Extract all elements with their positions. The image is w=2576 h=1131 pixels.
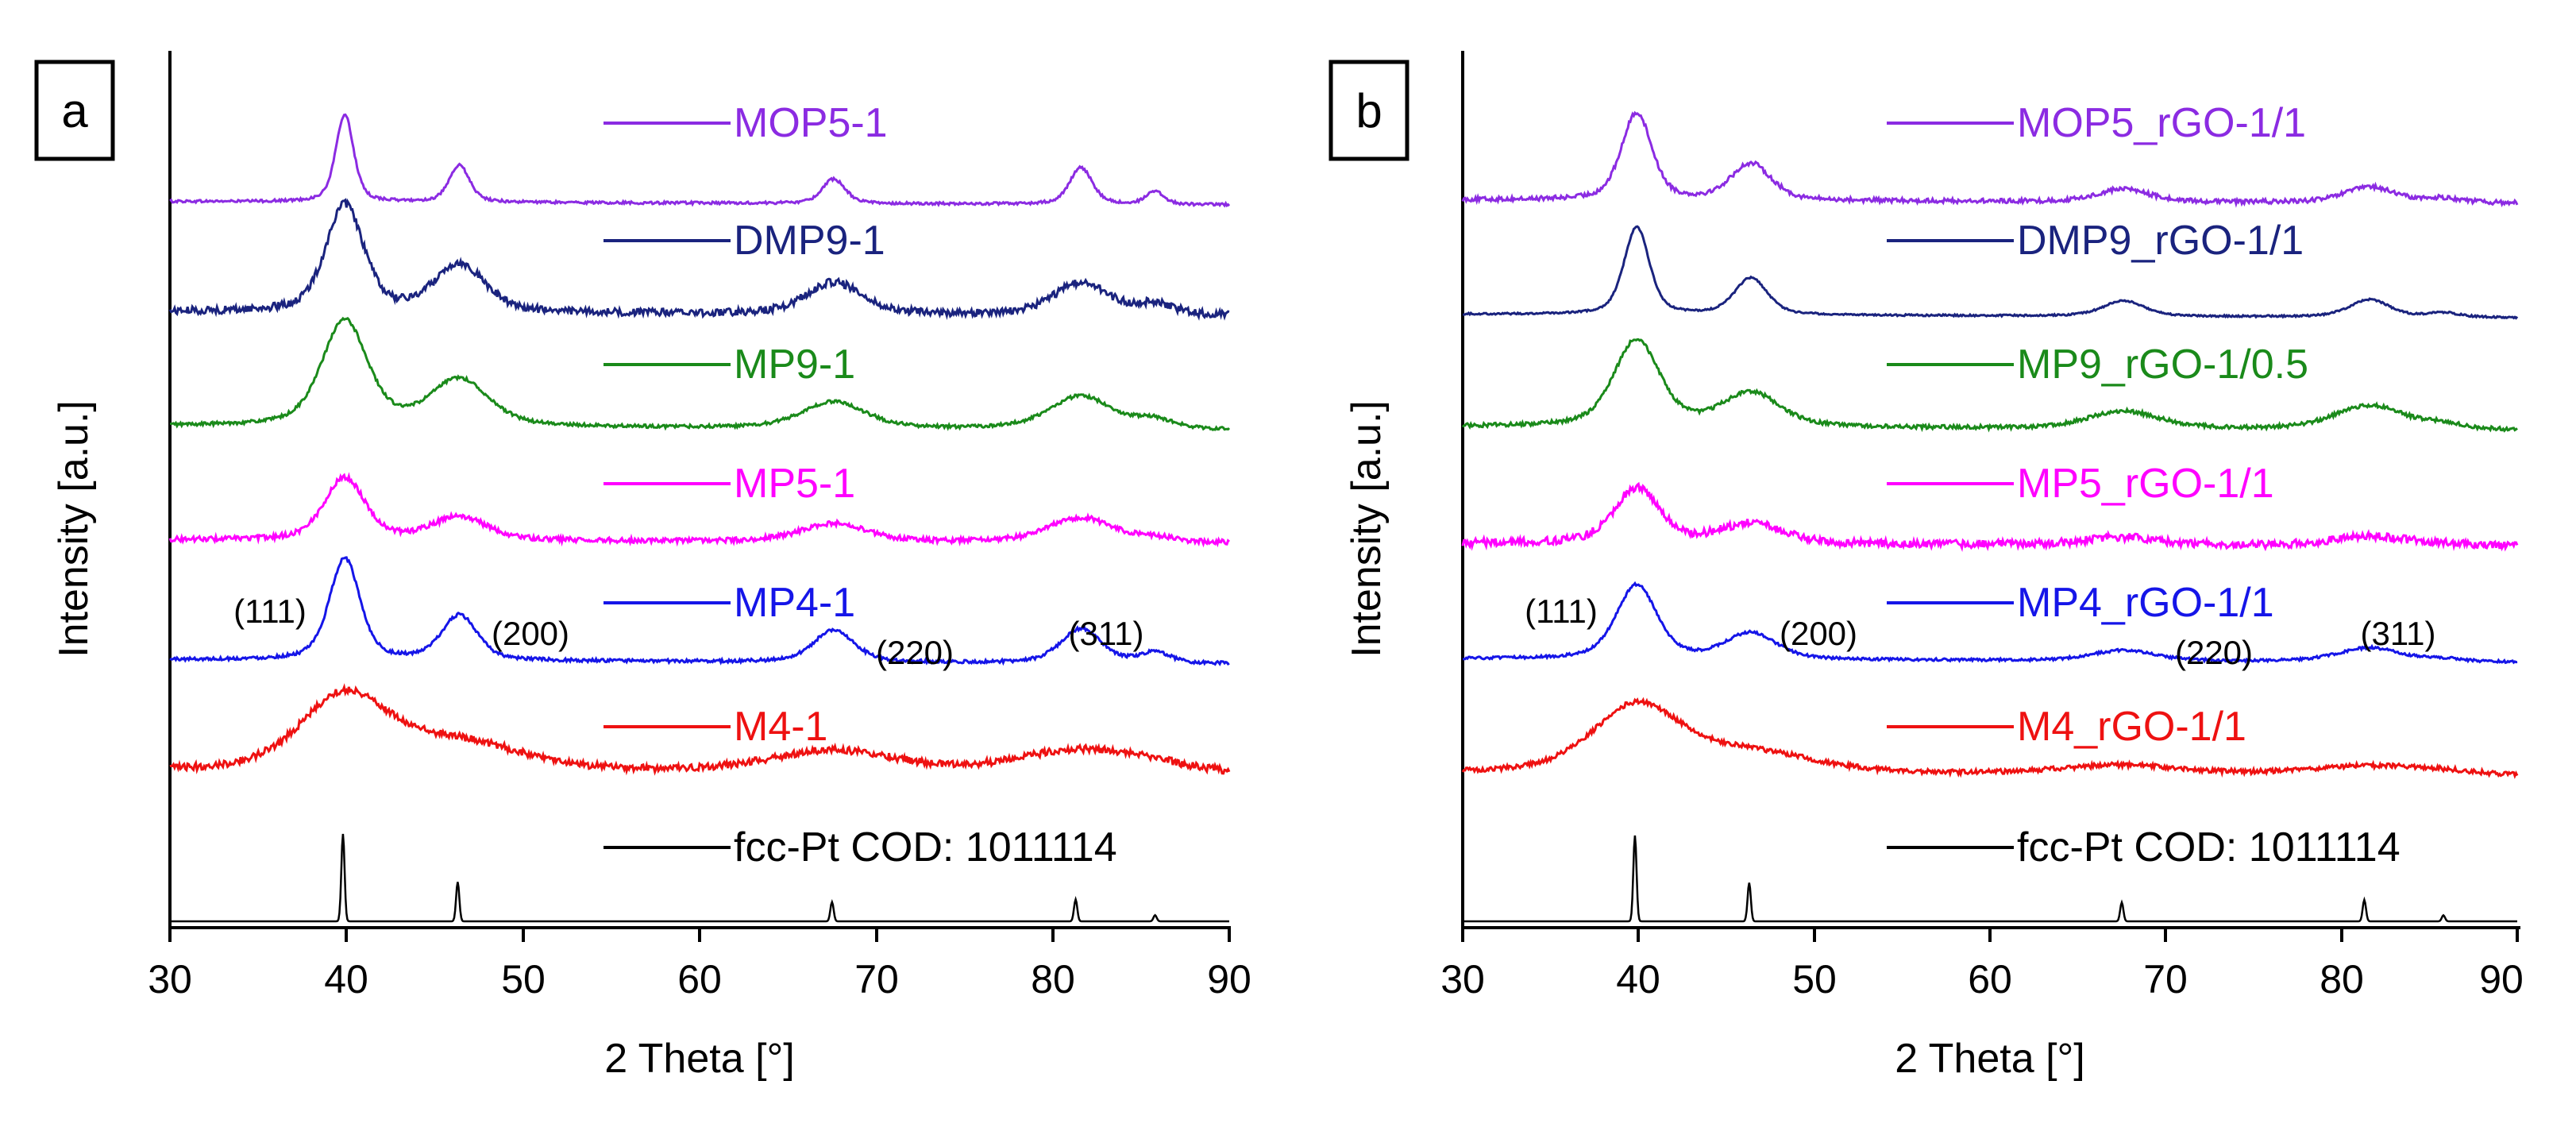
panel-a-letter-box <box>34 60 115 161</box>
series-line-mp4-rgo <box>1462 581 2518 665</box>
legend-label: MP4-1 <box>734 580 855 626</box>
peak-label: (220) <box>2175 634 2253 671</box>
peak-label: (111) <box>233 593 307 630</box>
x-tick-label: 40 <box>1616 957 1660 1002</box>
peak-label: (311) <box>1069 615 1144 652</box>
legend-label: MOP5_rGO-1/1 <box>2017 100 2306 146</box>
legend-label: MP4_rGO-1/1 <box>2017 580 2274 626</box>
series-line-dmp9-1 <box>168 198 1230 321</box>
legend-label: MP9-1 <box>734 342 855 388</box>
panel-b-x-axis-title: 2 Theta [°] <box>1895 1036 2085 1082</box>
series-line-fcc-pt-reference <box>170 833 1229 923</box>
panel-a: a Intensity [a.u.] 30 40 50 60 70 80 90 … <box>34 51 1251 1082</box>
peak-label: (200) <box>1780 615 1857 652</box>
peak-label: (220) <box>876 634 954 671</box>
x-tick-label: 60 <box>677 957 722 1002</box>
peak-label: (111) <box>1525 593 1598 630</box>
legend-label: M4_rGO-1/1 <box>2017 704 2246 750</box>
legend-label: M4-1 <box>734 704 827 750</box>
series-line-mp5-1 <box>168 472 1230 548</box>
x-tick-label: 90 <box>1207 957 1251 1002</box>
panel-b-y-axis-title: Intensity [a.u.] <box>1344 400 1390 658</box>
x-tick-label: 50 <box>501 957 546 1002</box>
panel-b: b Intensity [a.u.] 30 40 50 60 70 80 90 … <box>1328 51 2524 1082</box>
series-line-m4-1 <box>169 683 1231 776</box>
series-line-mp4-1 <box>169 556 1230 666</box>
series-line-fcc-pt-reference <box>1463 835 2517 923</box>
x-tick-label: 70 <box>2143 957 2188 1002</box>
x-tick-label: 60 <box>1968 957 2012 1002</box>
legend-label: MP9_rGO-1/0.5 <box>2017 342 2308 388</box>
series-line-mp9-1 <box>169 316 1231 431</box>
x-tick-label: 30 <box>148 957 192 1002</box>
legend-label: fcc-Pt COD: 1011114 <box>2017 824 2401 870</box>
x-tick-label: 80 <box>2320 957 2364 1002</box>
legend-label: DMP9-1 <box>734 218 885 264</box>
panel-a-letter: a <box>61 84 88 137</box>
panel-a-y-axis-title: Intensity [a.u.] <box>51 400 97 658</box>
legend-label: MP5_rGO-1/1 <box>2017 461 2274 507</box>
panel-a-peak-annotations: (111) (200) (220) (311) <box>233 593 1143 671</box>
legend-label: fcc-Pt COD: 1011114 <box>734 824 1117 870</box>
series-line-m4-rgo <box>1461 697 2519 779</box>
x-tick-label: 30 <box>1440 957 1485 1002</box>
x-tick-label: 80 <box>1031 957 1075 1002</box>
series-line-mop5-1 <box>169 113 1231 208</box>
series-line-mop5-rgo <box>1461 110 2519 208</box>
series-line-mp9-rgo <box>1461 338 2518 433</box>
legend-label: DMP9_rGO-1/1 <box>2017 218 2304 264</box>
panel-a-legend: MOP5-1 DMP9-1 MP9-1 MP5-1 MP4-1 M4-1 fcc… <box>604 100 1117 870</box>
x-tick-label: 70 <box>854 957 899 1002</box>
panel-b-traces <box>1461 110 2519 923</box>
panel-a-x-tick-labels: 30 40 50 60 70 80 90 <box>148 957 1251 1002</box>
panel-a-x-axis-title: 2 Theta [°] <box>604 1036 795 1082</box>
legend-label: MOP5-1 <box>734 100 888 146</box>
panel-a-x-ticks <box>168 928 1231 942</box>
legend-label: MP5-1 <box>734 461 855 507</box>
panel-b-legend: MOP5_rGO-1/1 DMP9_rGO-1/1 MP9_rGO-1/0.5 … <box>1887 100 2401 870</box>
peak-label: (200) <box>492 615 569 652</box>
panel-a-traces <box>168 113 1231 923</box>
series-line-dmp9-rgo <box>1463 225 2519 320</box>
x-tick-label: 90 <box>2479 957 2524 1002</box>
x-tick-label: 40 <box>324 957 368 1002</box>
panel-b-x-tick-labels: 30 40 50 60 70 80 90 <box>1440 957 2524 1002</box>
panel-b-x-ticks <box>1461 928 2519 942</box>
series-line-mp5-rgo <box>1461 481 2519 553</box>
x-tick-label: 50 <box>1792 957 1837 1002</box>
panel-b-letter-box <box>1328 60 1409 161</box>
peak-label: (311) <box>2361 615 2436 652</box>
panel-b-peak-annotations: (111) (200) (220) (311) <box>1525 593 2435 671</box>
panel-b-letter: b <box>1355 84 1382 137</box>
